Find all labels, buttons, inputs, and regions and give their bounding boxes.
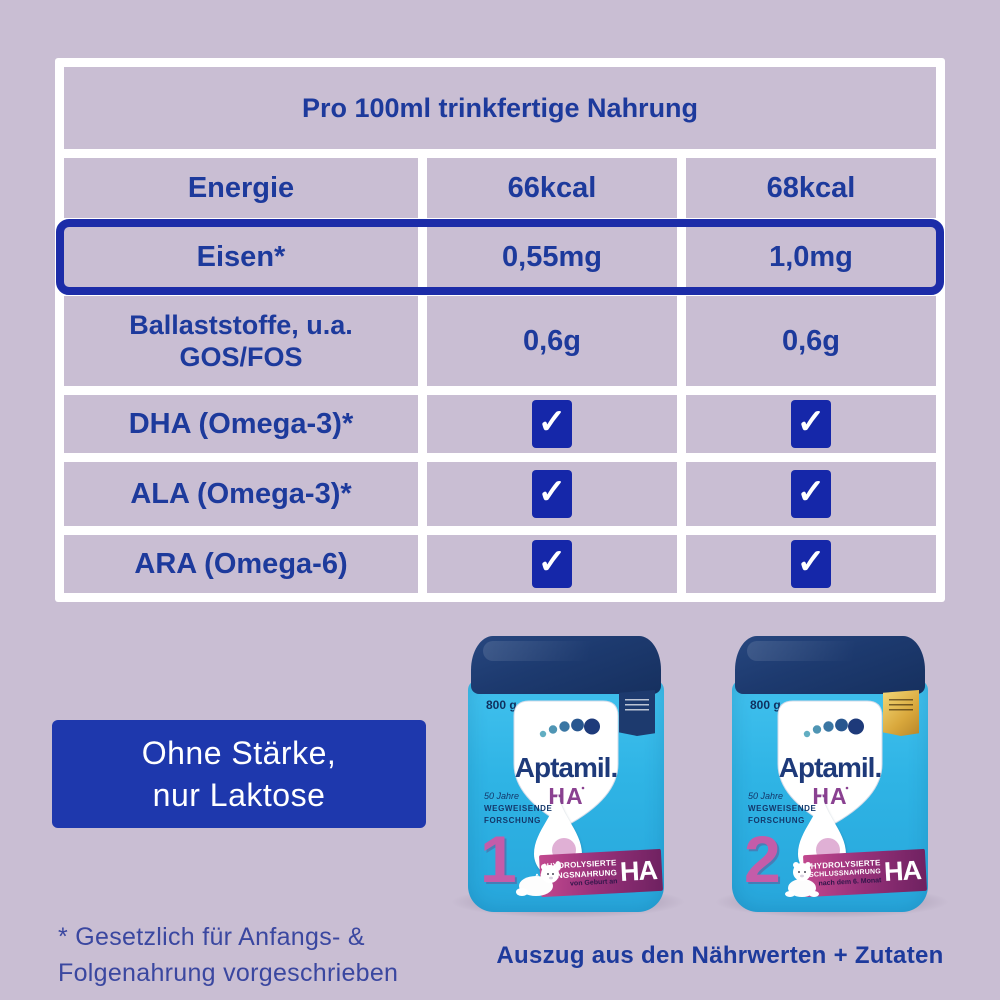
claim-badge: Ohne Stärke, nur Laktose	[52, 720, 426, 828]
value-ha2: ✓	[686, 535, 936, 593]
logo-dot-icon	[548, 725, 558, 734]
value-ha1: 66kcal	[427, 158, 677, 218]
value-ha2: 68kcal	[686, 158, 936, 218]
table-row-ara: ARA (Omega-6) ✓ ✓	[64, 535, 936, 593]
products-caption: Auszug aus den Nährwerten + Zutaten	[496, 942, 944, 969]
logo-dot-icon	[571, 718, 584, 732]
table-row-ballaststoffe: Ballaststoffe, u.a. GOS/FOS 0,6g 0,6g	[64, 296, 936, 386]
table-row-dha: DHA (Omega-3)* ✓ ✓	[64, 395, 936, 453]
variant-name: HA	[812, 783, 847, 809]
nutrition-table: Pro 100ml trinkfertige Nahrung Energie 6…	[55, 58, 945, 602]
value-ha1: 0,6g	[427, 296, 677, 386]
heritage-text: 50 Jahre WEGWEISENDE FORSCHUNG	[748, 790, 816, 826]
row-label: DHA (Omega-3)*	[64, 395, 418, 453]
logo-dot-icon	[559, 721, 570, 732]
heritage-line1: 50 Jahre	[484, 791, 520, 801]
logo-dot-icon	[823, 721, 834, 732]
table-title: Pro 100ml trinkfertige Nahrung	[64, 67, 936, 149]
row-label: Eisen*	[64, 227, 418, 287]
aptamil-logo: Aptamil. HA	[777, 700, 883, 827]
variant-mark-icon	[581, 786, 585, 790]
value-ha2: 0,6g	[686, 296, 936, 386]
brand-logo-shield: Aptamil. HA	[511, 698, 621, 830]
product-can-ha2: 800 g Aptamil. HA 50 Jahre WEGWEISENDE F…	[732, 636, 928, 918]
logo-dot-icon	[848, 718, 864, 735]
value-ha2: ✓	[686, 395, 936, 453]
heritage-line2: WEGWEISENDE	[748, 804, 817, 814]
variant-mark-icon	[845, 786, 849, 790]
heritage-line2: WEGWEISENDE	[484, 804, 553, 814]
row-label: Energie	[64, 158, 418, 218]
table-row-energie: Energie 66kcal 68kcal	[64, 158, 936, 218]
check-icon: ✓	[532, 400, 572, 448]
quality-pennant-icon	[619, 690, 655, 736]
claim-line1: Ohne Stärke,	[141, 734, 337, 771]
row-label: Ballaststoffe, u.a. GOS/FOS	[64, 296, 418, 386]
value-ha2: ✓	[686, 462, 936, 526]
can-weight-label: 800 g	[750, 698, 781, 712]
brand-name: Aptamil.	[779, 752, 881, 783]
product-can-ha1: 800 g Aptamil. HA 50 Jahre WEGWEISENDE F…	[468, 636, 664, 918]
row-label-line2: GOS/FOS	[179, 342, 303, 372]
banner-ha-label: HA	[883, 854, 922, 887]
brand-logo-shield: Aptamil. HA	[775, 698, 885, 830]
row-label: ALA (Omega-3)*	[64, 462, 418, 526]
value-ha1: 0,55mg	[427, 227, 677, 287]
value-ha1: ✓	[427, 395, 677, 453]
check-icon: ✓	[791, 470, 831, 518]
stage-number: 1	[480, 822, 517, 896]
row-label-line1: Ballaststoffe, u.a.	[129, 309, 353, 340]
heritage-line3: FORSCHUNG	[748, 815, 805, 825]
table-row-eisen-highlighted: Eisen* 0,55mg 1,0mg	[56, 219, 944, 295]
polar-bear-icon	[516, 861, 561, 896]
logo-dot-icon	[539, 730, 547, 738]
footnote-line1: * Gesetzlich für Anfangs- &	[58, 923, 365, 951]
check-icon: ✓	[791, 400, 831, 448]
check-icon: ✓	[532, 540, 572, 588]
footnote-line2: Folgenahrung vorgeschrieben	[58, 958, 399, 987]
check-icon: ✓	[532, 470, 572, 518]
stage-number: 2	[744, 822, 781, 896]
logo-dot-icon	[835, 718, 848, 732]
quality-pennant-gold-icon	[883, 690, 919, 736]
can-lid	[471, 636, 661, 694]
check-icon: ✓	[791, 540, 831, 588]
value-ha1: ✓	[427, 535, 677, 593]
heritage-line1: 50 Jahre	[748, 791, 784, 801]
claim-line2: nur Laktose	[152, 777, 326, 813]
logo-dot-icon	[803, 730, 811, 738]
banner-ha-label: HA	[619, 854, 658, 887]
variant-name: HA	[548, 783, 583, 809]
heritage-text: 50 Jahre WEGWEISENDE FORSCHUNG	[484, 790, 552, 826]
footnote: * Gesetzlich für Anfangs- & Folgenahrung…	[58, 920, 398, 991]
polar-bear-icon	[785, 862, 819, 897]
table-row-ala: ALA (Omega-3)* ✓ ✓	[64, 462, 936, 526]
can-lid	[735, 636, 925, 694]
can-weight-label: 800 g	[486, 698, 517, 712]
logo-dot-icon	[812, 725, 822, 734]
row-label: ARA (Omega-6)	[64, 535, 418, 593]
aptamil-logo: Aptamil. HA	[513, 700, 619, 827]
value-ha1: ✓	[427, 462, 677, 526]
value-ha2: 1,0mg	[686, 227, 936, 287]
logo-dot-icon	[584, 718, 600, 735]
brand-name: Aptamil.	[515, 752, 617, 783]
heritage-line3: FORSCHUNG	[484, 815, 541, 825]
